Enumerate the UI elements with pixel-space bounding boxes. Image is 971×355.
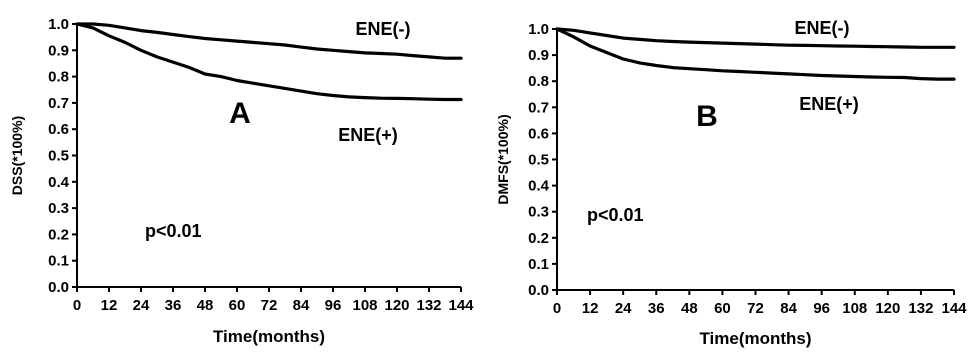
panel-a-x-tick-label: 120 <box>384 297 409 314</box>
panel-a-x-tick-label: 12 <box>101 297 118 314</box>
panel-b-y-tick-label: 0.2 <box>528 230 549 247</box>
panel-b-y-axis-title: DMFS(*100%) <box>495 114 511 204</box>
panel-a-y-tick-label: 0.0 <box>48 279 69 296</box>
panel-b-x-tick-label: 108 <box>842 300 867 317</box>
panel-b-x-tick-label: 84 <box>780 300 797 317</box>
panel-a-y-tick-label: 0.3 <box>48 200 69 217</box>
panel-b-x-tick-label: 48 <box>681 300 698 317</box>
panel-a-p-value: p<0.01 <box>145 221 202 241</box>
panel-b-x-tick-label: 24 <box>615 300 632 317</box>
panel-b-y-tick-label: 0.1 <box>528 256 549 273</box>
panel-b-y-tick-label: 0.9 <box>528 47 549 64</box>
panel-a-x-tick-label: 0 <box>73 297 81 314</box>
panel-a-series-label-ene-neg: ENE(-) <box>356 19 411 39</box>
panel-b-y-tick-label: 0.6 <box>528 125 549 142</box>
panel-a-y-axis-title: DSS(*100%) <box>9 116 25 195</box>
panel-b-y-tick-label: 0.0 <box>528 282 549 299</box>
panel-a-y-tick-label: 0.7 <box>48 95 69 112</box>
panel-a-series-line-ene-neg <box>75 22 463 60</box>
panel-a-x-tick-label: 144 <box>448 297 474 314</box>
panel-a-x-tick-label: 60 <box>229 297 246 314</box>
panel-b-y-tick-label: 0.5 <box>528 152 549 169</box>
panel-b-x-tick-label: 72 <box>747 300 764 317</box>
panel-a-x-tick-label: 108 <box>352 297 377 314</box>
panel-b-y-tick-label: 1.0 <box>528 21 549 38</box>
panel-b-x-tick-label: 12 <box>582 300 599 317</box>
panel-b-y-tick-label: 0.4 <box>528 178 550 195</box>
panel-b-series-label-ene-pos: ENE(+) <box>799 94 859 114</box>
panel-a-series-line-ene-pos <box>75 22 463 102</box>
panel-a-y-tick-label: 1.0 <box>48 16 69 33</box>
panel-b-x-axis-title: Time(months) <box>699 329 811 348</box>
panel-b-x-tick-label: 36 <box>648 300 665 317</box>
panel-b-x-tick-label: 0 <box>553 300 561 317</box>
panel-a-letter: A <box>229 97 251 130</box>
panel-a-series-label-ene-pos: ENE(+) <box>338 125 398 145</box>
panel-a-x-tick-label: 24 <box>133 297 150 314</box>
panel-b-letter: B <box>696 100 718 133</box>
panel-a-x-tick-label: 48 <box>197 297 214 314</box>
panel-b-series-line-ene-neg <box>555 27 956 49</box>
panel-a-x-tick-label: 96 <box>325 297 342 314</box>
panel-b-x-tick-label: 132 <box>908 300 933 317</box>
panel-a-y-tick-label: 0.4 <box>48 174 70 191</box>
panel-b-series-line-ene-pos <box>555 27 956 81</box>
panel-b-x-tick-label: 60 <box>714 300 731 317</box>
panel-b-x-tick-label: 120 <box>875 300 900 317</box>
panel-b-y-tick-label: 0.8 <box>528 73 549 90</box>
panel-a-y-tick-label: 0.9 <box>48 42 69 59</box>
panel-b-y-tick-label: 0.3 <box>528 204 549 221</box>
panel-a-y-tick-label: 0.5 <box>48 148 69 165</box>
panel-a-x-tick-label: 36 <box>165 297 182 314</box>
panel-b-series-label-ene-neg: ENE(-) <box>795 18 850 38</box>
panel-a-y-tick-label: 0.1 <box>48 253 69 270</box>
panel-b-x-tick-label: 144 <box>941 300 967 317</box>
panel-b-p-value: p<0.01 <box>587 205 644 225</box>
panel-a-x-axis-title: Time(months) <box>213 327 325 346</box>
panel-a-x-tick-label: 72 <box>261 297 278 314</box>
panel-a-y-tick-label: 0.2 <box>48 226 69 243</box>
panel-a-x-tick-label: 132 <box>416 297 441 314</box>
panel-a-y-tick-label: 0.6 <box>48 121 69 138</box>
panel-a-y-tick-label: 0.8 <box>48 69 69 86</box>
panel-b-y-tick-label: 0.7 <box>528 99 549 116</box>
panel-a-x-tick-label: 84 <box>293 297 310 314</box>
panel-b-x-tick-label: 96 <box>813 300 830 317</box>
